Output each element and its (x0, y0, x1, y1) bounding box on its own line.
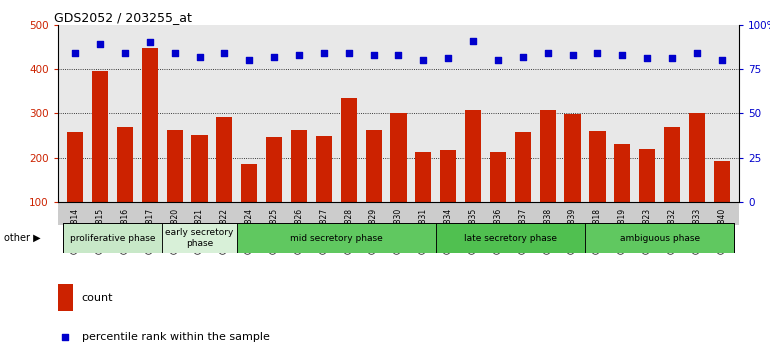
Text: percentile rank within the sample: percentile rank within the sample (82, 332, 270, 342)
Point (218, 50, 230, 56)
Text: count: count (82, 293, 113, 303)
Point (119, 50, 131, 56)
Point (442, 56, 454, 61)
Text: other ▶: other ▶ (4, 233, 41, 243)
Bar (67, 132, 83, 246)
Point (541, 50, 554, 56)
Point (691, 50, 703, 56)
Text: ambiguous phase: ambiguous phase (620, 234, 700, 242)
Text: late secretory phase: late secretory phase (464, 234, 557, 242)
Bar (266, 137, 283, 246)
Bar (564, 114, 581, 246)
Point (94, 41, 106, 47)
Point (467, 38, 479, 44)
Bar (390, 113, 407, 246)
Point (268, 54, 280, 59)
Point (417, 57, 430, 63)
Bar (714, 161, 730, 246)
Point (616, 52, 628, 58)
Bar (366, 130, 382, 246)
Bar (62, 223, 162, 253)
Point (641, 56, 653, 61)
Bar (237, 223, 436, 253)
Text: mid secretory phase: mid secretory phase (290, 234, 383, 242)
Point (591, 50, 604, 56)
Bar (92, 71, 108, 246)
Text: GDS2052 / 203255_at: GDS2052 / 203255_at (55, 11, 192, 24)
Bar (589, 131, 605, 246)
Bar (192, 135, 208, 246)
Point (318, 50, 330, 56)
Point (169, 50, 181, 56)
Point (343, 50, 355, 56)
Bar (340, 98, 357, 246)
Point (144, 40, 156, 45)
Text: proliferative phase: proliferative phase (70, 234, 156, 242)
Bar (216, 117, 233, 246)
Point (59, 334, 72, 340)
Point (69, 50, 82, 56)
Bar (117, 127, 133, 246)
Bar (241, 164, 257, 246)
Point (193, 54, 206, 59)
Point (492, 57, 504, 63)
Point (567, 52, 579, 58)
Bar (490, 152, 506, 246)
Bar (585, 223, 735, 253)
Bar (465, 110, 481, 246)
Bar (58, 284, 72, 311)
Bar (689, 113, 705, 246)
Bar (415, 152, 431, 246)
Bar (166, 130, 182, 246)
Bar (639, 149, 655, 246)
Bar (162, 223, 237, 253)
Point (367, 52, 380, 58)
Bar (664, 127, 680, 246)
Bar (514, 132, 531, 246)
Bar (440, 149, 457, 246)
Bar (436, 223, 585, 253)
Text: early secretory
phase: early secretory phase (166, 228, 234, 248)
Point (243, 57, 256, 63)
Bar (142, 48, 158, 246)
Point (666, 56, 678, 61)
Bar (614, 144, 631, 246)
Bar (316, 136, 332, 246)
Bar (291, 130, 307, 246)
Bar (540, 110, 556, 246)
Point (393, 52, 405, 58)
Point (715, 57, 728, 63)
Point (517, 54, 529, 59)
Point (293, 52, 305, 58)
